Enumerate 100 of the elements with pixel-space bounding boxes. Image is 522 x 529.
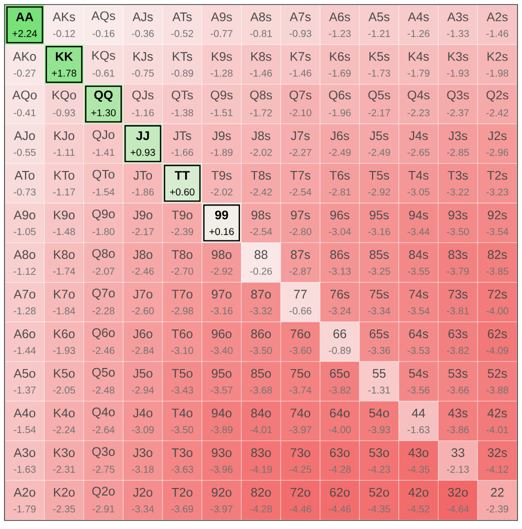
data-label: -2.17 [132, 228, 154, 236]
data-label: -2.70 [171, 268, 194, 275]
annotation: A4s [408, 12, 429, 22]
data-label: -3.16 [368, 228, 390, 236]
annotation: 52s [488, 369, 507, 378]
annotation: Q2o [92, 486, 115, 498]
data-label: -3.44 [408, 228, 430, 236]
data-label: -3.04 [328, 228, 351, 236]
data-label: -2.17 [368, 109, 390, 116]
annotation: J5s [370, 131, 388, 140]
annotation: 55 [372, 369, 386, 378]
data-label: -1.98 [486, 70, 508, 77]
data-label: -4.01 [250, 426, 272, 434]
annotation: 87s [290, 250, 310, 259]
data-label: -0.12 [53, 30, 75, 38]
annotation: 85s [370, 250, 389, 259]
annotation: KQs [92, 50, 116, 62]
data-label: -1.17 [53, 188, 75, 196]
annotation: 86o [251, 329, 271, 338]
annotation: K5o [54, 369, 75, 378]
data-label: -1.33 [447, 30, 469, 38]
data-label: -2.96 [486, 148, 508, 156]
annotation: 52o [369, 488, 390, 497]
annotation: 54o [369, 408, 390, 418]
annotation: 98s [252, 210, 271, 220]
annotation: A7o [14, 290, 36, 299]
data-label: -3.86 [447, 426, 469, 434]
annotation: AJs [132, 12, 153, 22]
data-label: -2.24 [53, 426, 76, 434]
data-label: -3.89 [210, 426, 233, 434]
annotation: 84s [409, 250, 428, 259]
annotation: Q5o [92, 368, 115, 379]
data-label: -0.81 [250, 30, 272, 38]
data-label: -4.35 [368, 505, 390, 512]
data-label: -2.37 [447, 109, 469, 116]
data-label: -3.50 [171, 426, 194, 434]
annotation: A3s [447, 12, 468, 22]
data-label: -2.60 [132, 307, 154, 314]
data-label: -1.96 [328, 109, 351, 116]
data-label: -3.10 [171, 346, 194, 354]
annotation: Q8s [250, 90, 272, 102]
annotation: A3o [14, 448, 36, 458]
data-label: -1.21 [368, 30, 390, 37]
annotation: J3s [448, 131, 468, 140]
annotation: K2o [54, 488, 75, 497]
annotation: 97o [212, 290, 232, 299]
data-label: -3.36 [368, 346, 390, 354]
annotation: 43o [408, 448, 428, 458]
annotation: 54s [409, 369, 428, 378]
annotation: A8o [14, 250, 36, 259]
data-label: -4.23 [368, 466, 390, 473]
annotation: 62o [330, 488, 350, 497]
data-label: -2.81 [328, 188, 351, 196]
data-label: -1.41 [92, 148, 114, 156]
annotation: Q4s [408, 90, 430, 102]
data-label: -4.00 [328, 426, 351, 434]
annotation: 33 [451, 448, 464, 458]
annotation: 94o [212, 408, 232, 418]
annotation: Q4o [92, 408, 115, 419]
data-label: -3.85 [486, 268, 508, 275]
data-label: -4.09 [486, 346, 508, 354]
data-label: -1.46 [289, 70, 312, 77]
annotation: ATo [14, 171, 34, 180]
data-label: -1.63 [408, 426, 430, 434]
annotation: 42s [488, 408, 507, 418]
annotation: K9o [54, 210, 75, 220]
data-label: -3.40 [210, 346, 233, 354]
annotation: J2s [488, 131, 507, 140]
data-label: +0.16 [209, 228, 234, 236]
data-label: -1.63 [14, 466, 36, 473]
annotation: T8s [250, 170, 271, 180]
data-label: -3.63 [171, 466, 194, 473]
data-label: -1.28 [210, 70, 233, 77]
data-label: -4.28 [328, 466, 351, 473]
annotation: AKo [12, 52, 36, 61]
annotation: KTo [54, 171, 74, 180]
data-label: -2.02 [210, 188, 232, 196]
data-label: -2.87 [289, 268, 312, 275]
annotation: K2s [488, 52, 508, 61]
annotation: Q7s [290, 90, 312, 102]
annotation: 53s [448, 369, 468, 378]
annotation: J8s [252, 131, 270, 140]
annotation: 85o [251, 369, 271, 378]
annotation: 82s [488, 250, 507, 259]
annotation: A7s [290, 12, 311, 22]
annotation: 83s [448, 250, 468, 259]
annotation: TT [174, 171, 190, 180]
annotation: 86s [330, 250, 350, 259]
data-label: -0.75 [132, 70, 154, 77]
annotation: 87o [251, 290, 271, 299]
annotation: K6o [54, 329, 75, 338]
data-label: -0.89 [328, 346, 351, 354]
data-label: -2.42 [486, 109, 508, 116]
annotation: 63o [330, 448, 350, 458]
annotation: 93o [212, 448, 232, 458]
data-label: -3.55 [408, 268, 430, 275]
data-label: -4.64 [447, 505, 469, 512]
data-label: -1.38 [171, 109, 194, 116]
annotation: 93s [448, 210, 468, 220]
annotation: T4o [172, 408, 192, 418]
